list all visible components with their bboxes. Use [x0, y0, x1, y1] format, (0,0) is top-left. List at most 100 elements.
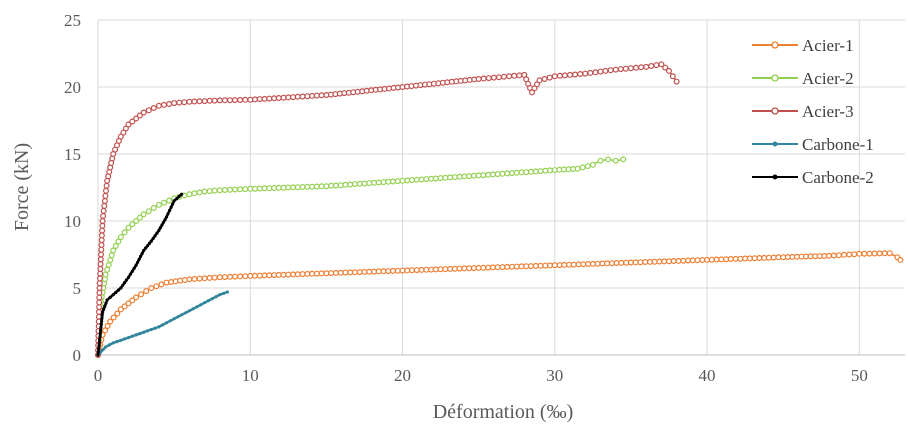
- data-point: [144, 246, 148, 250]
- data-point: [574, 165, 581, 172]
- data-point: [546, 74, 553, 81]
- data-point: [494, 264, 501, 271]
- data-point: [100, 319, 104, 323]
- data-point: [98, 246, 105, 253]
- data-point: [261, 185, 268, 192]
- data-point: [542, 167, 549, 174]
- data-point: [323, 270, 330, 277]
- data-point: [151, 236, 155, 240]
- data-point: [623, 259, 630, 266]
- data-point: [103, 304, 107, 308]
- legend-item-carbone-2: Carbone-2: [752, 168, 874, 187]
- data-point: [451, 265, 458, 272]
- data-point: [451, 174, 458, 181]
- data-point: [356, 180, 363, 187]
- data-point: [100, 207, 107, 214]
- data-point: [186, 191, 193, 198]
- data-point: [252, 185, 259, 192]
- data-point: [673, 78, 680, 85]
- data-point: [133, 294, 140, 301]
- data-point: [191, 98, 198, 105]
- data-point: [566, 71, 573, 78]
- data-point: [98, 232, 105, 239]
- legend-label: Carbone-1: [802, 135, 874, 154]
- data-point: [285, 94, 292, 101]
- data-point: [409, 177, 416, 184]
- data-point: [210, 297, 214, 301]
- data-point: [271, 95, 278, 102]
- data-point: [627, 259, 634, 266]
- data-point: [447, 174, 454, 181]
- data-point: [662, 64, 669, 71]
- data-point: [708, 256, 715, 263]
- data-point: [161, 101, 168, 108]
- series-line-1: [97, 158, 624, 356]
- data-point: [150, 104, 157, 111]
- data-point: [145, 329, 150, 333]
- data-point: [653, 62, 660, 69]
- data-point: [129, 297, 136, 304]
- data-point: [111, 341, 115, 345]
- data-point: [145, 244, 150, 248]
- data-point: [97, 256, 104, 263]
- data-point: [149, 327, 153, 332]
- x-tick-label-0: 0: [94, 366, 103, 385]
- data-point: [561, 261, 568, 268]
- series-carbone-2: [96, 192, 184, 357]
- data-point: [227, 186, 234, 193]
- data-point: [328, 182, 335, 189]
- data-point: [602, 67, 609, 74]
- data-point: [442, 266, 449, 273]
- data-point: [119, 338, 123, 342]
- data-point: [121, 229, 128, 236]
- x-tick-label-4: 40: [699, 366, 716, 385]
- data-point: [496, 74, 503, 81]
- data-point: [612, 66, 619, 73]
- data-point: [102, 192, 109, 199]
- data-point: [846, 251, 853, 258]
- data-point: [117, 133, 124, 140]
- legend-item-acier-1: Acier-1: [752, 36, 854, 55]
- data-point: [166, 212, 170, 216]
- data-point: [187, 309, 191, 313]
- data-point: [184, 311, 188, 315]
- data-point: [661, 258, 668, 265]
- legend-label: Carbone-2: [802, 168, 874, 187]
- legend-item-acier-3: Acier-3: [752, 102, 854, 121]
- data-point: [332, 182, 339, 189]
- data-point: [597, 68, 604, 75]
- data-point: [111, 293, 115, 297]
- data-point: [475, 172, 482, 179]
- data-point: [242, 186, 249, 193]
- data-point: [897, 256, 904, 263]
- data-point: [742, 255, 749, 262]
- data-point: [161, 220, 166, 224]
- data-point: [232, 273, 239, 280]
- data-point: [100, 316, 104, 320]
- data-point: [409, 267, 416, 274]
- x-tick-label-3: 30: [546, 366, 563, 385]
- data-point: [309, 92, 316, 99]
- y-tick-label-2: 10: [64, 212, 81, 231]
- data-point: [513, 169, 520, 176]
- data-point: [280, 184, 287, 191]
- data-point: [485, 75, 492, 82]
- data-point: [132, 266, 136, 270]
- data-point: [122, 125, 129, 132]
- data-point: [656, 258, 663, 265]
- data-point: [499, 170, 506, 177]
- data-point: [423, 176, 430, 183]
- data-point: [142, 330, 146, 334]
- data-point: [104, 266, 111, 273]
- data-point: [157, 325, 161, 329]
- data-point: [504, 263, 511, 270]
- data-point: [196, 189, 203, 196]
- data-point: [136, 260, 140, 264]
- data-point: [756, 255, 763, 262]
- data-point: [130, 334, 134, 338]
- data-point: [861, 250, 868, 257]
- data-point: [727, 256, 734, 263]
- data-point: [361, 180, 368, 187]
- data-point: [227, 97, 234, 104]
- data-point: [96, 285, 103, 292]
